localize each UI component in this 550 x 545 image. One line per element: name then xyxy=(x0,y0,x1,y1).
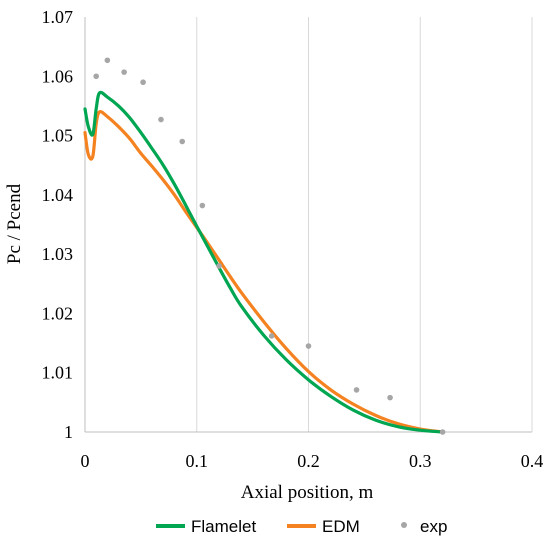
y-tick-label: 1.07 xyxy=(42,7,74,27)
series-line-flamelet xyxy=(83,90,445,434)
exp-data-point xyxy=(439,429,446,435)
exp-data-point xyxy=(158,116,164,123)
exp-data-point xyxy=(121,69,127,75)
exp-data-point xyxy=(216,263,222,269)
series-line-edm xyxy=(83,110,445,434)
plot-area xyxy=(83,57,446,435)
exp-data-point xyxy=(179,138,186,145)
x-tick-labels: 0 0.1 0.2 0.3 0.4 xyxy=(81,451,544,471)
grid xyxy=(196,17,533,432)
exp-data-point xyxy=(305,343,312,349)
x-axis-title: Axial position, m xyxy=(241,482,374,503)
y-tick-label: 1.04 xyxy=(42,185,74,205)
exp-data-point xyxy=(199,202,206,209)
x-tick-label: 0.2 xyxy=(297,451,320,471)
y-tick-label: 1.03 xyxy=(42,244,74,264)
exp-data-point xyxy=(93,73,99,80)
x-tick-label: 0.3 xyxy=(409,451,432,471)
x-tick-label: 0.1 xyxy=(186,451,209,471)
y-tick-label: 1.05 xyxy=(42,126,74,146)
exp-data-point xyxy=(268,333,275,339)
y-tick-label: 1.02 xyxy=(42,303,74,323)
y-tick-label: 1 xyxy=(64,422,73,442)
legend-exp-label: exp xyxy=(420,517,447,536)
y-tick-label: 1.01 xyxy=(42,363,74,383)
legend: Flamelet EDM exp xyxy=(156,517,447,536)
y-tick-label: 1.06 xyxy=(42,66,74,86)
exp-data-point xyxy=(104,57,111,64)
y-axis-title: Pc / Pcend xyxy=(4,183,25,264)
legend-flamelet-label: Flamelet xyxy=(191,517,256,536)
legend-exp-marker xyxy=(401,522,407,528)
exp-data-point xyxy=(140,79,146,86)
legend-edm-label: EDM xyxy=(322,517,360,536)
exp-data-point xyxy=(353,387,360,393)
exp-data-point xyxy=(387,394,393,401)
x-tick-label: 0 xyxy=(81,451,90,471)
x-tick-label: 0.4 xyxy=(521,451,544,471)
y-tick-labels: 1 1.01 1.02 1.03 1.04 1.05 1.06 1.07 xyxy=(42,7,74,442)
